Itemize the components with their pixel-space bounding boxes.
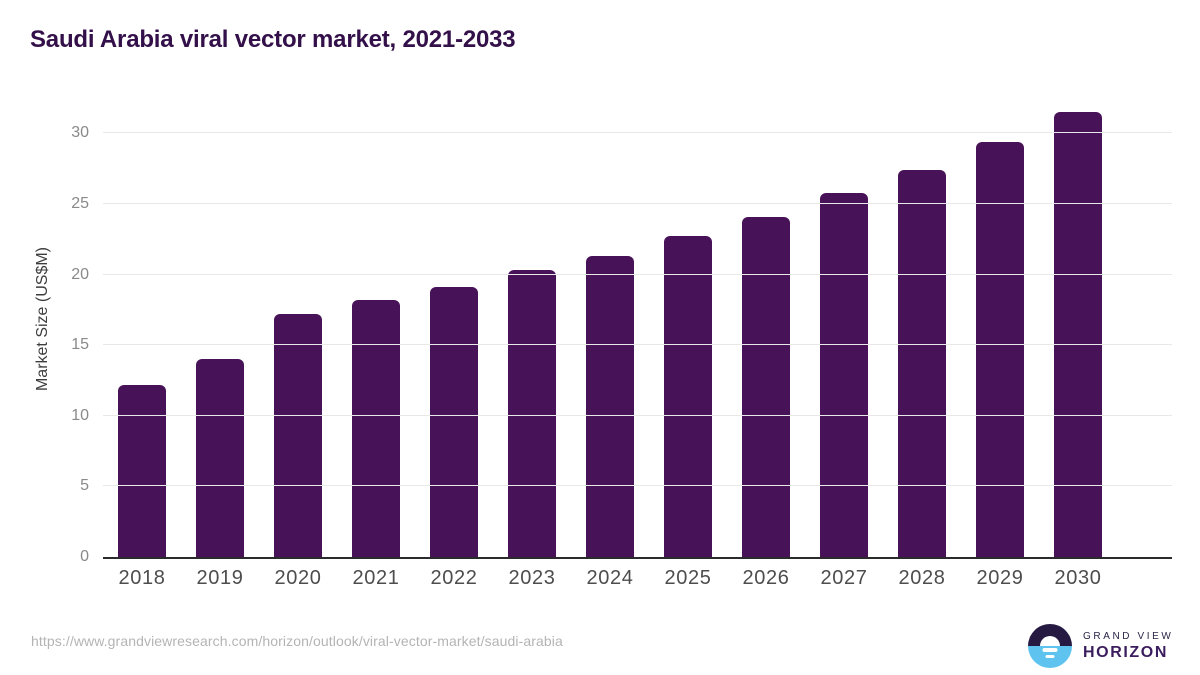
logo-grand-view-text: GRAND VIEW — [1083, 630, 1174, 642]
y-tick-label-30: 30 — [71, 124, 89, 142]
bar-2018 — [118, 384, 166, 557]
bar-slot-2024 — [571, 105, 649, 557]
bar-2030 — [1054, 112, 1102, 557]
bar-2027 — [820, 192, 868, 557]
y-tick-label-15: 15 — [71, 336, 89, 354]
chart-title: Saudi Arabia viral vector market, 2021-2… — [30, 26, 516, 53]
bar-2021 — [352, 299, 400, 557]
gridline-10 — [103, 414, 1172, 416]
x-label-2020: 2020 — [274, 567, 322, 589]
x-label-2018: 2018 — [118, 567, 166, 589]
gridline-5 — [103, 485, 1172, 487]
x-axis-labels: 2018 2019 2020 2021 2022 2023 2024 2025 2026 2027… — [103, 567, 1117, 590]
x-label-2028: 2028 — [898, 567, 946, 589]
y-tick-label-20: 20 — [71, 265, 89, 283]
bars — [103, 105, 1117, 557]
bar-2029 — [976, 141, 1024, 557]
x-label-2024: 2024 — [586, 567, 634, 589]
logo-reflection-line — [1045, 654, 1055, 658]
bar-slot-2027 — [805, 105, 883, 557]
bar-2026 — [742, 216, 790, 557]
x-label-2021: 2021 — [352, 567, 400, 589]
x-label-2023: 2023 — [508, 567, 556, 589]
bar-2024 — [586, 256, 634, 557]
bar-slot-2025 — [649, 105, 727, 557]
x-label-2022: 2022 — [430, 567, 478, 589]
y-axis-title: Market Size (US$M) — [34, 246, 51, 392]
bar-2022 — [430, 287, 478, 557]
bar-2019 — [196, 359, 244, 557]
gridline-15 — [103, 344, 1172, 346]
x-label-2019: 2019 — [196, 567, 244, 589]
gridline-25 — [103, 202, 1172, 204]
bar-slot-2021 — [337, 105, 415, 557]
gridline-30 — [103, 132, 1172, 134]
x-label-2027: 2027 — [820, 567, 868, 589]
bar-slot-2020 — [259, 105, 337, 557]
logo-horizon-text: HORIZON — [1083, 643, 1168, 661]
x-label-2025: 2025 — [664, 567, 712, 589]
bar-slot-2028 — [883, 105, 961, 557]
y-tick-label-5: 5 — [80, 477, 89, 495]
bar-slot-2022 — [415, 105, 493, 557]
x-label-2030: 2030 — [1054, 567, 1102, 589]
y-tick-label-10: 10 — [71, 406, 89, 424]
bar-slot-2026 — [727, 105, 805, 557]
bar-slot-2029 — [961, 105, 1039, 557]
logo-wordmark: GRAND VIEW HORIZON — [1083, 631, 1173, 662]
y-tick-label-0: 0 — [80, 548, 89, 565]
gridline-20 — [103, 273, 1172, 275]
bar-2028 — [898, 169, 946, 557]
y-tick-label-25: 25 — [71, 194, 89, 212]
source-url: https://www.grandviewresearch.com/horizo… — [31, 633, 563, 649]
x-label-2029: 2029 — [976, 567, 1024, 589]
horizon-sun-icon — [1028, 624, 1072, 668]
bar-slot-2019 — [181, 105, 259, 557]
bar-slot-2018 — [103, 105, 181, 557]
x-label-2026: 2026 — [742, 567, 790, 589]
grandview-horizon-logo: GRAND VIEW HORIZON — [1028, 624, 1173, 668]
logo-sun-dome — [1040, 636, 1060, 646]
bar-2025 — [664, 236, 712, 557]
bar-2023 — [508, 270, 556, 557]
plot-area: 0 5 10 15 20 25 30 — [71, 105, 1172, 565]
bar-slot-2023 — [493, 105, 571, 557]
bar-2020 — [274, 314, 322, 557]
logo-sky-half — [1028, 624, 1072, 646]
logo-reflection-line — [1042, 648, 1058, 652]
bar-slot-2030 — [1039, 105, 1117, 557]
